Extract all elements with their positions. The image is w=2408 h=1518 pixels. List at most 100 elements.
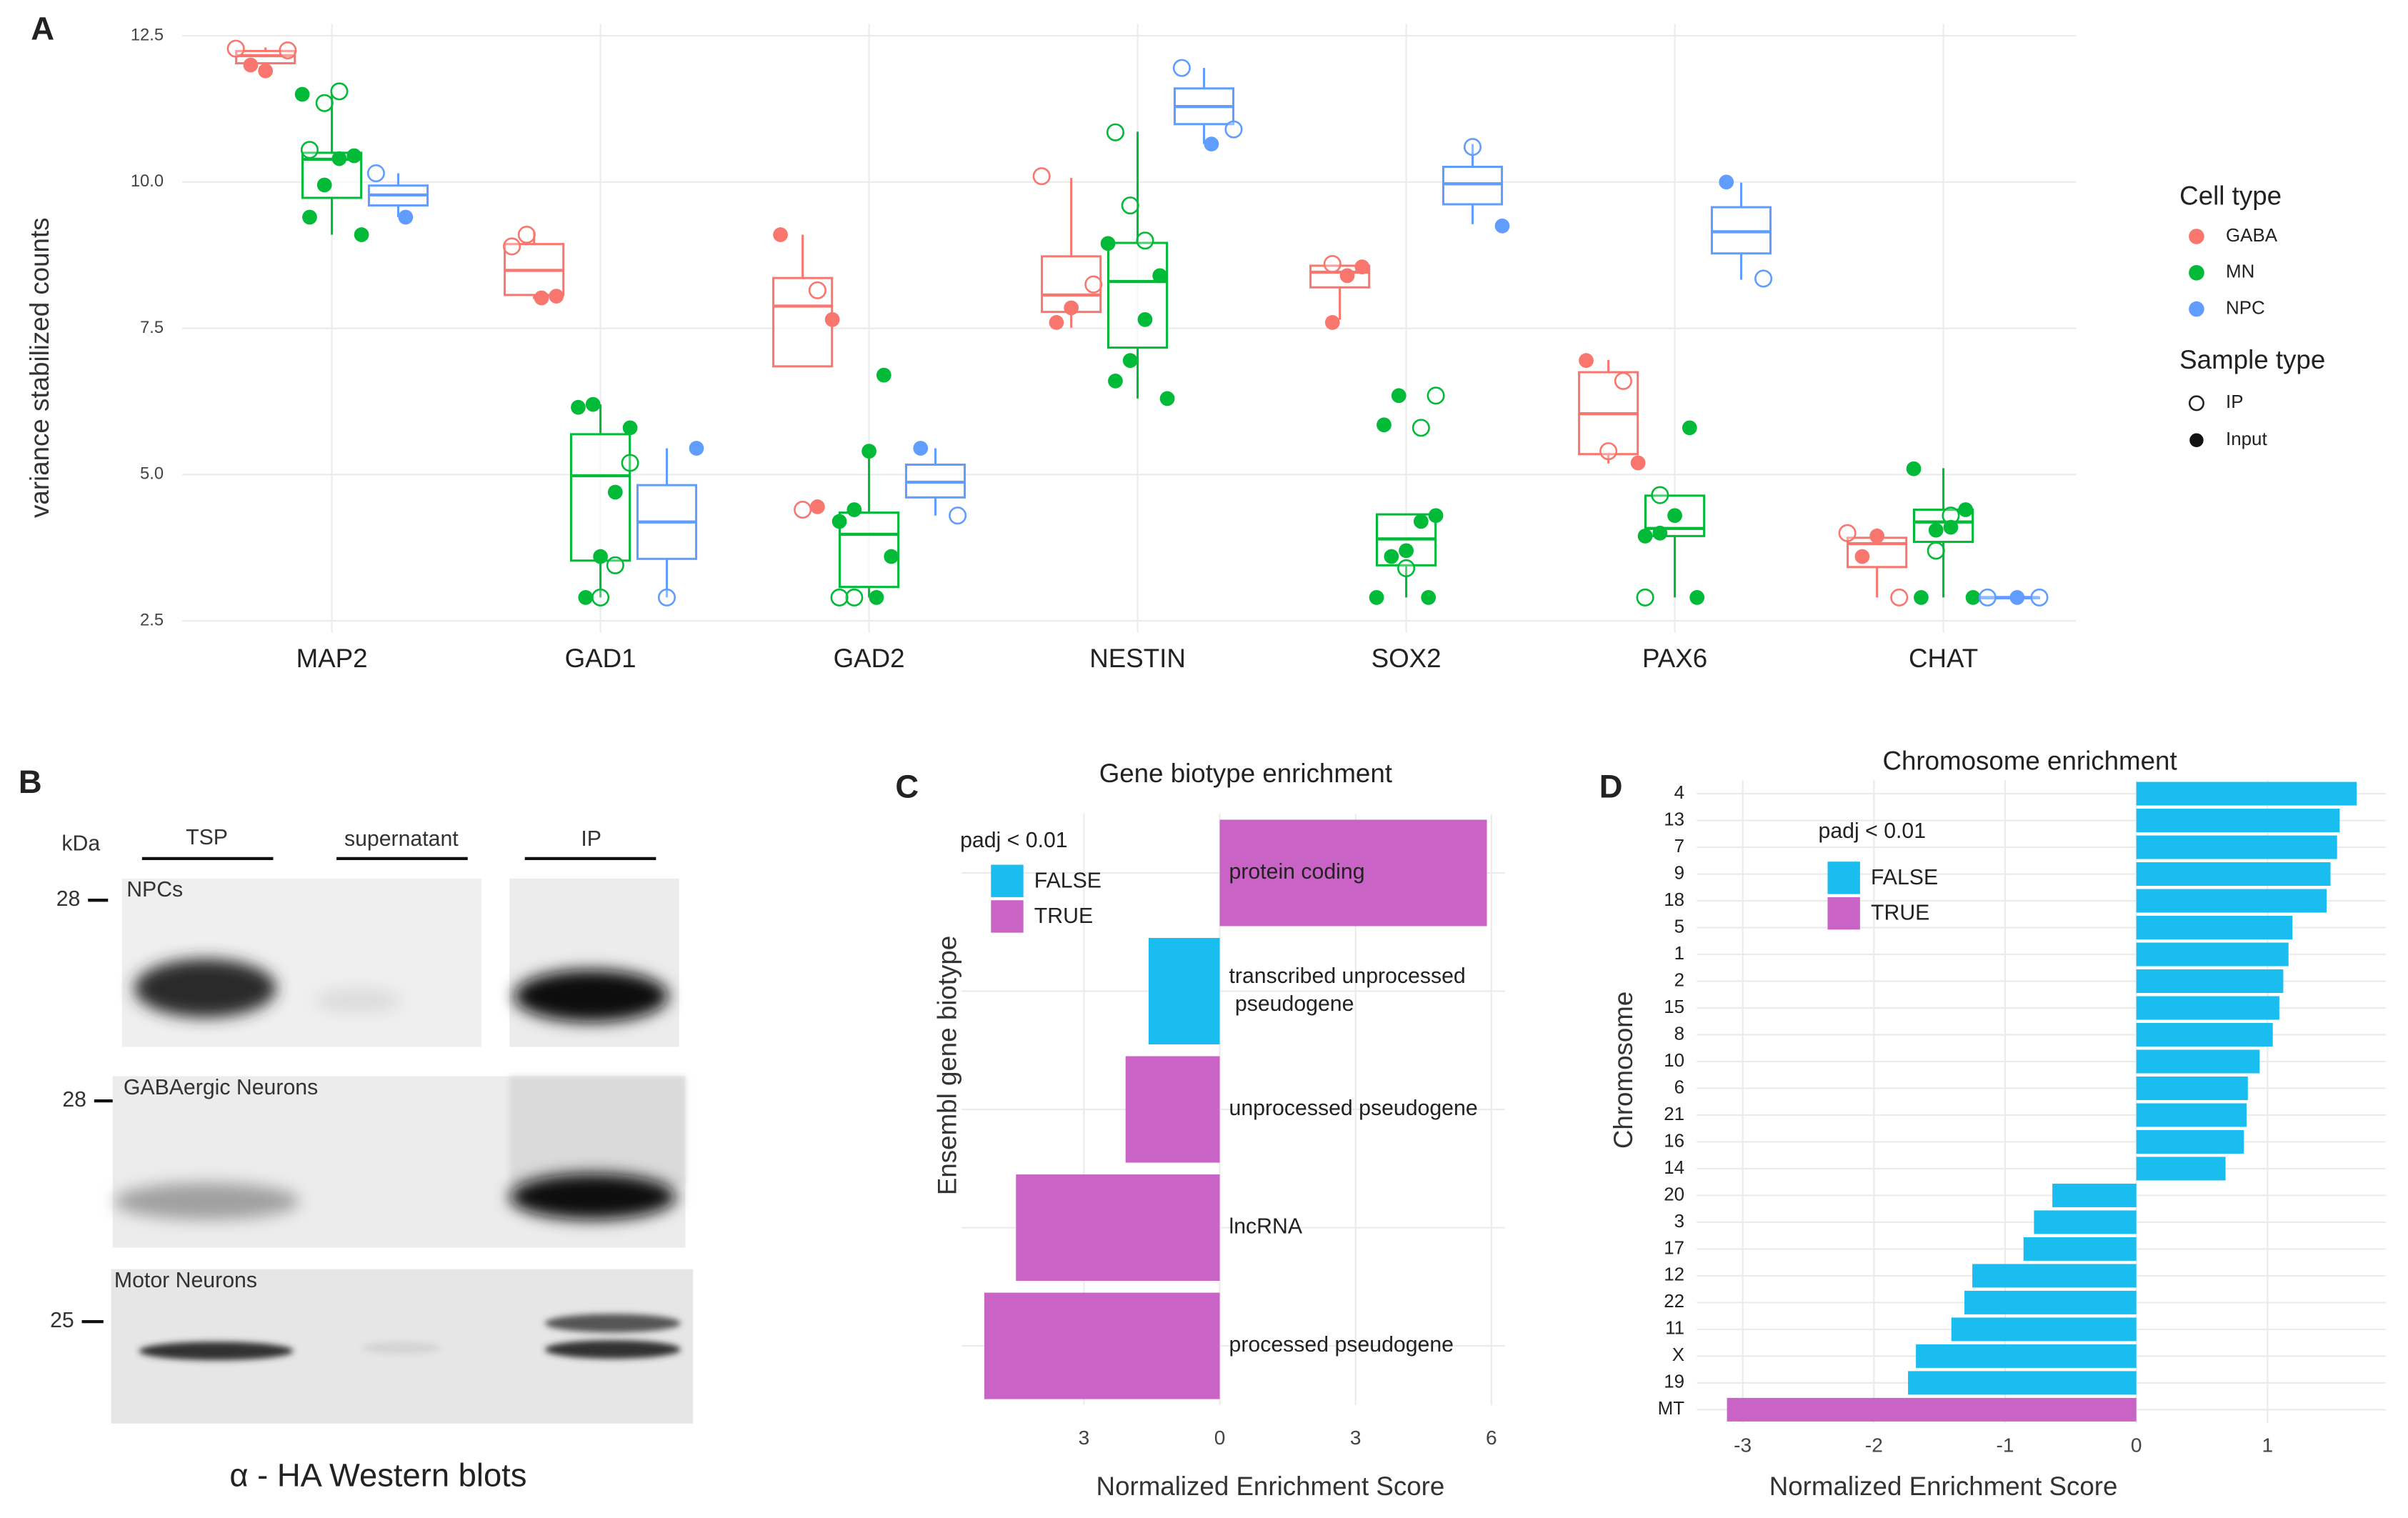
point-ip [830, 588, 849, 606]
point-input [1137, 311, 1153, 327]
point-ip [949, 506, 967, 525]
bar-label: transcribed unprocessed pseudogene [1229, 964, 1466, 1016]
x-tick-label: 0 [1214, 1427, 1226, 1449]
point-ip [1397, 559, 1416, 577]
point-input [1159, 391, 1175, 406]
point-ip [794, 500, 812, 519]
x-tick-label: NESTIN [1089, 644, 1186, 673]
point-input [585, 396, 601, 412]
y-tick-label: 7.5 [140, 318, 164, 337]
bar [1951, 1317, 2137, 1342]
point-input [824, 311, 840, 327]
bar [1149, 938, 1220, 1044]
legend-label: GABA [2226, 226, 2278, 246]
x-tick-label: -1 [1997, 1434, 2014, 1457]
bar [2136, 1076, 2248, 1100]
legend-label: NPC [2226, 298, 2265, 318]
point-input [1100, 236, 1116, 251]
panel-label: A [31, 11, 54, 47]
point-input [861, 444, 876, 459]
legend-swatch [2189, 433, 2204, 447]
point-input [1413, 514, 1429, 529]
point-ip [621, 454, 639, 472]
bar [2136, 996, 2279, 1020]
y-tick-label: 2.5 [140, 610, 164, 629]
point-ip [1121, 196, 1139, 215]
point-ip [1636, 588, 1654, 606]
point-input [549, 289, 564, 304]
point-input [622, 420, 638, 436]
bar-label: unprocessed pseudogene [1229, 1097, 1478, 1120]
kda-marker: 28 [56, 887, 81, 911]
blot-image [509, 1076, 686, 1184]
x-tick-label: -3 [1734, 1434, 1752, 1457]
point-ip [517, 226, 536, 244]
point-input [1689, 590, 1705, 605]
point-input [2009, 590, 2025, 605]
point-ip [330, 82, 349, 101]
point-ip [1136, 231, 1154, 250]
point-ip [1427, 386, 1445, 405]
point-ip [1172, 59, 1191, 77]
legend-swatch [1827, 862, 1860, 894]
y-tick-label: 17 [1664, 1238, 1684, 1258]
point-input [1854, 549, 1870, 564]
y-tick-label: 10.0 [131, 171, 164, 191]
point-input [1869, 529, 1885, 544]
blot-panel-label: GABAergic Neurons [124, 1076, 318, 1099]
point-input [1928, 522, 1944, 538]
bar [2136, 862, 2331, 887]
point-input [1122, 353, 1138, 369]
box [1107, 241, 1169, 349]
box [570, 433, 631, 562]
point-input [1906, 461, 1922, 476]
y-tick-label: 8 [1674, 1024, 1684, 1044]
point-input [1354, 259, 1370, 274]
point-input [1152, 268, 1168, 284]
western-blot: B kDa TSP supernatant IP 28 NPCs 28 GABA… [19, 764, 694, 1493]
point-input [294, 86, 310, 102]
bar [1016, 1174, 1220, 1282]
point-ip [226, 39, 245, 58]
y-tick-label: 2 [1674, 970, 1684, 990]
bar [1964, 1290, 2137, 1314]
point-input [593, 549, 608, 564]
y-tick-label: 10 [1664, 1051, 1684, 1071]
y-axis-label: Ensembl gene biotype [933, 936, 962, 1195]
point-ip [1599, 442, 1618, 461]
legend-swatch [2189, 301, 2204, 317]
point-ip [315, 94, 334, 112]
point-ip [1651, 486, 1669, 504]
panel-label: B [19, 764, 42, 800]
y-tick-label: 6 [1674, 1077, 1684, 1097]
kda-marker: 28 [62, 1088, 86, 1112]
point-input [1391, 388, 1407, 404]
chart-title: Chromosome enrichment [1882, 746, 2177, 776]
point-input [1399, 543, 1414, 559]
x-tick-label: GAD2 [834, 644, 905, 673]
point-input [1204, 136, 1219, 151]
point-ip [657, 588, 676, 606]
y-tick-label: 5.0 [140, 464, 164, 484]
legend-label: Input [2226, 429, 2267, 449]
point-ip [1463, 138, 1482, 156]
point-ip [1927, 541, 1945, 560]
bar [2136, 916, 2293, 940]
y-tick-label: 16 [1664, 1131, 1684, 1151]
y-tick-label: 21 [1664, 1104, 1684, 1124]
point-input [534, 290, 549, 306]
y-tick-label: 15 [1664, 997, 1684, 1017]
y-tick-label: 4 [1674, 783, 1684, 803]
point-ip [1323, 254, 1342, 274]
point-ip [1032, 167, 1051, 186]
point-ip [279, 41, 297, 60]
legend-swatch [1827, 897, 1860, 930]
blot-band [514, 969, 669, 1022]
y-tick-label: 19 [1664, 1372, 1684, 1392]
point-input [1377, 417, 1392, 433]
y-tick-label: 7 [1674, 837, 1684, 857]
chart-title: Gene biotype enrichment [1099, 759, 1392, 788]
y-tick-label: 12.5 [131, 25, 164, 44]
legend-label: FALSE [1034, 869, 1101, 892]
point-input [346, 148, 362, 164]
